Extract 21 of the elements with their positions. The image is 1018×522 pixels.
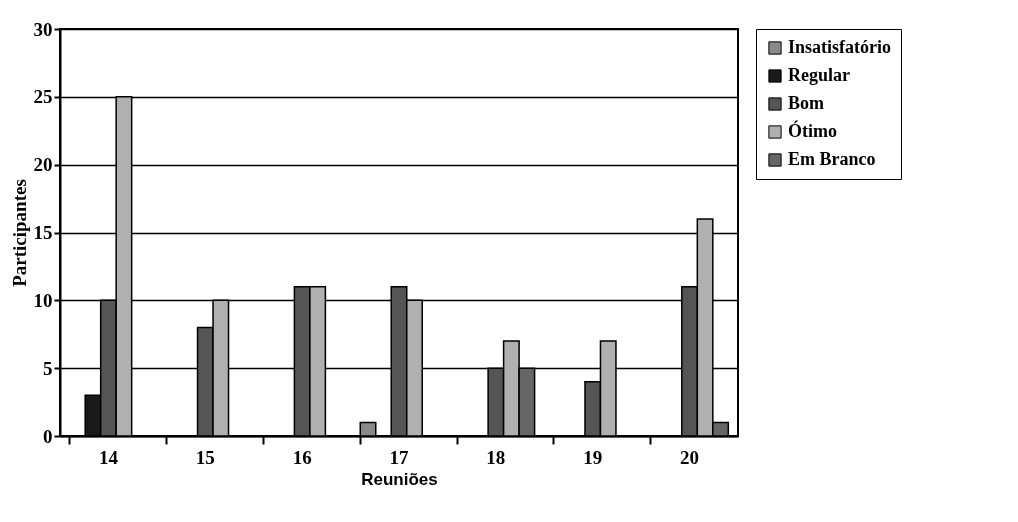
x-tick-label: 20 <box>680 446 700 468</box>
y-axis-title: Participantes <box>8 179 30 287</box>
legend-label: Bom <box>788 93 825 113</box>
y-tick-label: 0 <box>43 425 53 447</box>
x-tick-label: 16 <box>292 446 312 468</box>
legend-label: Em Branco <box>788 149 876 169</box>
legend-label: Regular <box>788 65 850 85</box>
x-tick-label: 17 <box>389 446 409 468</box>
y-tick-label: 10 <box>33 289 53 311</box>
y-tick-label: 25 <box>33 86 53 108</box>
x-tick-label: 18 <box>486 446 506 468</box>
y-tick-label: 30 <box>33 18 53 40</box>
y-tick-label: 20 <box>33 154 53 176</box>
x-tick-label: 19 <box>583 446 603 468</box>
y-tick-label: 15 <box>33 222 53 243</box>
x-tick-label: 15 <box>195 446 215 468</box>
legend-label: Ótimo <box>788 120 837 141</box>
legend-label: Insatisfatório <box>788 37 891 57</box>
x-axis-title: Reuniões <box>361 469 438 489</box>
x-tick-label: 14 <box>98 446 119 468</box>
y-tick-label: 5 <box>43 357 53 379</box>
